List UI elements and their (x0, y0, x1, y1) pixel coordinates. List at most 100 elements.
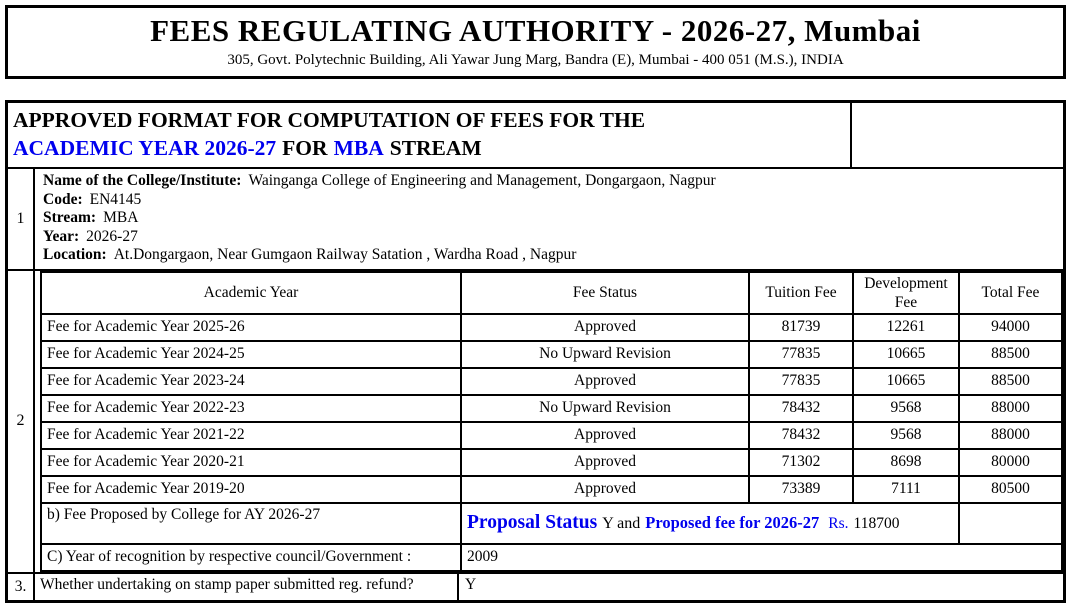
fee-table-wrap: Academic Year Fee Status Tuition Fee Dev… (35, 270, 1063, 572)
fee-year-cell: Fee for Academic Year 2020-21 (40, 447, 462, 477)
undertaking-section: 3. Whether undertaking on stamp paper su… (8, 573, 1063, 600)
authority-address: 305, Govt. Polytechnic Building, Ali Yaw… (227, 52, 844, 68)
approved-format-box: APPROVED FORMAT FOR COMPUTATION OF FEES … (5, 100, 1066, 603)
development-fee-cell: 12261 (852, 312, 960, 342)
tuition-fee-cell: 78432 (748, 393, 854, 423)
stream-value: MBA (103, 209, 139, 227)
fee-row-2023-24: Fee for Academic Year 2023-24 Approved 7… (40, 366, 1063, 396)
college-name-label: Name of the College/Institute: (43, 172, 242, 189)
college-info-section: 1 Name of the College/Institute: Waingang… (8, 169, 1063, 271)
format-banner: APPROVED FORMAT FOR COMPUTATION OF FEES … (8, 103, 1063, 169)
fee-row-2019-20: Fee for Academic Year 2019-20 Approved 7… (40, 474, 1063, 504)
banner-line1: APPROVED FORMAT FOR COMPUTATION OF FEES … (13, 108, 646, 132)
fee-status-cell: No Upward Revision (460, 393, 750, 423)
tuition-fee-cell: 81739 (748, 312, 854, 342)
stream-label: Stream: (43, 209, 97, 227)
spacer (5, 79, 1066, 100)
banner-empty-cell (852, 103, 1063, 167)
total-fee-cell: 80000 (958, 447, 1063, 477)
proposal-empty-cell (958, 501, 1063, 545)
row-number-1: 1 (8, 169, 35, 269)
college-code-line: Code: EN4145 (43, 191, 1055, 210)
fee-year-cell: Fee for Academic Year 2019-20 (40, 474, 462, 504)
row-number-2: 2 (8, 270, 35, 572)
total-fee-cell: 94000 (958, 312, 1063, 342)
stream-line: Stream: MBA (43, 209, 1055, 228)
proposed-fee-label: b) Fee Proposed by College for AY 2026-2… (40, 501, 462, 545)
fee-row-2024-25: Fee for Academic Year 2024-25 No Upward … (40, 339, 1063, 369)
total-fee-cell: 88500 (958, 339, 1063, 369)
tuition-fee-cell: 77835 (748, 339, 854, 369)
fee-status-cell: Approved (460, 312, 750, 342)
college-code-label: Code: (43, 190, 83, 208)
college-name-line: Name of the College/Institute: Wainganga … (43, 172, 1055, 191)
fee-status-cell: Approved (460, 420, 750, 450)
year-label: Year: (43, 227, 80, 245)
recognition-value: 2009 (460, 542, 1063, 572)
undertaking-answer: Y (465, 575, 477, 593)
tuition-fee-cell: 78432 (748, 420, 854, 450)
development-fee-cell: 9568 (852, 393, 960, 423)
fee-year-cell: Fee for Academic Year 2022-23 (40, 393, 462, 423)
year-value: 2026-27 (86, 227, 138, 245)
fee-year-cell: Fee for Academic Year 2021-22 (40, 420, 462, 450)
total-fee-cell: 88000 (958, 420, 1063, 450)
fee-year-cell: Fee for Academic Year 2024-25 (40, 339, 462, 369)
recognition-label: C) Year of recognition by respective cou… (40, 542, 462, 572)
total-fee-cell: 88500 (958, 366, 1063, 396)
banner-stream-suffix: STREAM (389, 136, 482, 160)
tuition-fee-cell: 77835 (748, 366, 854, 396)
col-header-fee-status: Fee Status (460, 270, 750, 315)
development-fee-cell: 8698 (852, 447, 960, 477)
location-value: At.Dongargaon, Near Gumgaon Railway Sata… (113, 246, 577, 264)
college-name-value: Wainganga College of Engineering and Man… (248, 172, 716, 189)
letterhead-box: FEES REGULATING AUTHORITY - 2026-27, Mum… (5, 5, 1066, 79)
development-fee-cell: 10665 (852, 339, 960, 369)
col-header-development-fee: Development Fee (852, 270, 960, 315)
proposal-status-value: Y and (602, 515, 641, 533)
location-line: Location: At.Dongargaon, Near Gumgaon Rai… (43, 246, 1055, 265)
fee-row-2020-21: Fee for Academic Year 2020-21 Approved 7… (40, 447, 1063, 477)
proposal-status-label: Proposal Status (467, 512, 598, 534)
development-fee-cell: 10665 (852, 366, 960, 396)
total-fee-cell: 88000 (958, 393, 1063, 423)
year-line: Year: 2026-27 (43, 228, 1055, 247)
format-banner-text: APPROVED FORMAT FOR COMPUTATION OF FEES … (8, 103, 852, 167)
undertaking-question: Whether undertaking on stamp paper submi… (35, 573, 459, 600)
row-number-3: 3. (8, 573, 35, 600)
fee-row-2025-26: Fee for Academic Year 2025-26 Approved 8… (40, 312, 1063, 342)
banner-stream: MBA (333, 136, 384, 160)
banner-line2: ACADEMIC YEAR 2026-27 FOR MBA STREAM (13, 134, 842, 162)
college-code-value: EN4145 (89, 190, 142, 208)
proposed-fee-for-label: Proposed fee for 2026-27 (645, 513, 820, 533)
development-fee-cell: 9568 (852, 420, 960, 450)
banner-academic-year: ACADEMIC YEAR 2026-27 (13, 136, 277, 160)
col-header-tuition-fee: Tuition Fee (748, 270, 854, 315)
banner-for-text: FOR (282, 136, 328, 160)
fee-table: Academic Year Fee Status Tuition Fee Dev… (40, 270, 1063, 572)
tuition-fee-cell: 71302 (748, 447, 854, 477)
fee-history-section: 2 Academic Year Fee Status Tuition Fee D… (8, 270, 1063, 574)
fee-status-cell: Approved (460, 447, 750, 477)
fee-status-cell: Approved (460, 474, 750, 504)
fee-row-2022-23: Fee for Academic Year 2022-23 No Upward … (40, 393, 1063, 423)
recognition-row: C) Year of recognition by respective cou… (40, 542, 1063, 572)
location-label: Location: (43, 246, 107, 264)
fee-table-header-row: Academic Year Fee Status Tuition Fee Dev… (40, 270, 1063, 315)
col-header-academic-year: Academic Year (40, 270, 462, 315)
authority-title: FEES REGULATING AUTHORITY - 2026-27, Mum… (150, 13, 921, 48)
fee-year-cell: Fee for Academic Year 2025-26 (40, 312, 462, 342)
total-fee-cell: 80500 (958, 474, 1063, 504)
proposed-fee-row: b) Fee Proposed by College for AY 2026-2… (40, 501, 1063, 545)
tuition-fee-cell: 73389 (748, 474, 854, 504)
proposed-fee-value: 118700 (853, 515, 900, 533)
fee-year-cell: Fee for Academic Year 2023-24 (40, 366, 462, 396)
col-header-total-fee: Total Fee (958, 270, 1063, 315)
fee-status-cell: Approved (460, 366, 750, 396)
currency-label: Rs. (828, 515, 849, 533)
proposal-status-cell: Proposal Status Y and Proposed fee for 202… (460, 501, 960, 545)
fee-status-cell: No Upward Revision (460, 339, 750, 369)
fee-row-2021-22: Fee for Academic Year 2021-22 Approved 7… (40, 420, 1063, 450)
college-info-content: Name of the College/Institute: Wainganga … (35, 169, 1063, 269)
